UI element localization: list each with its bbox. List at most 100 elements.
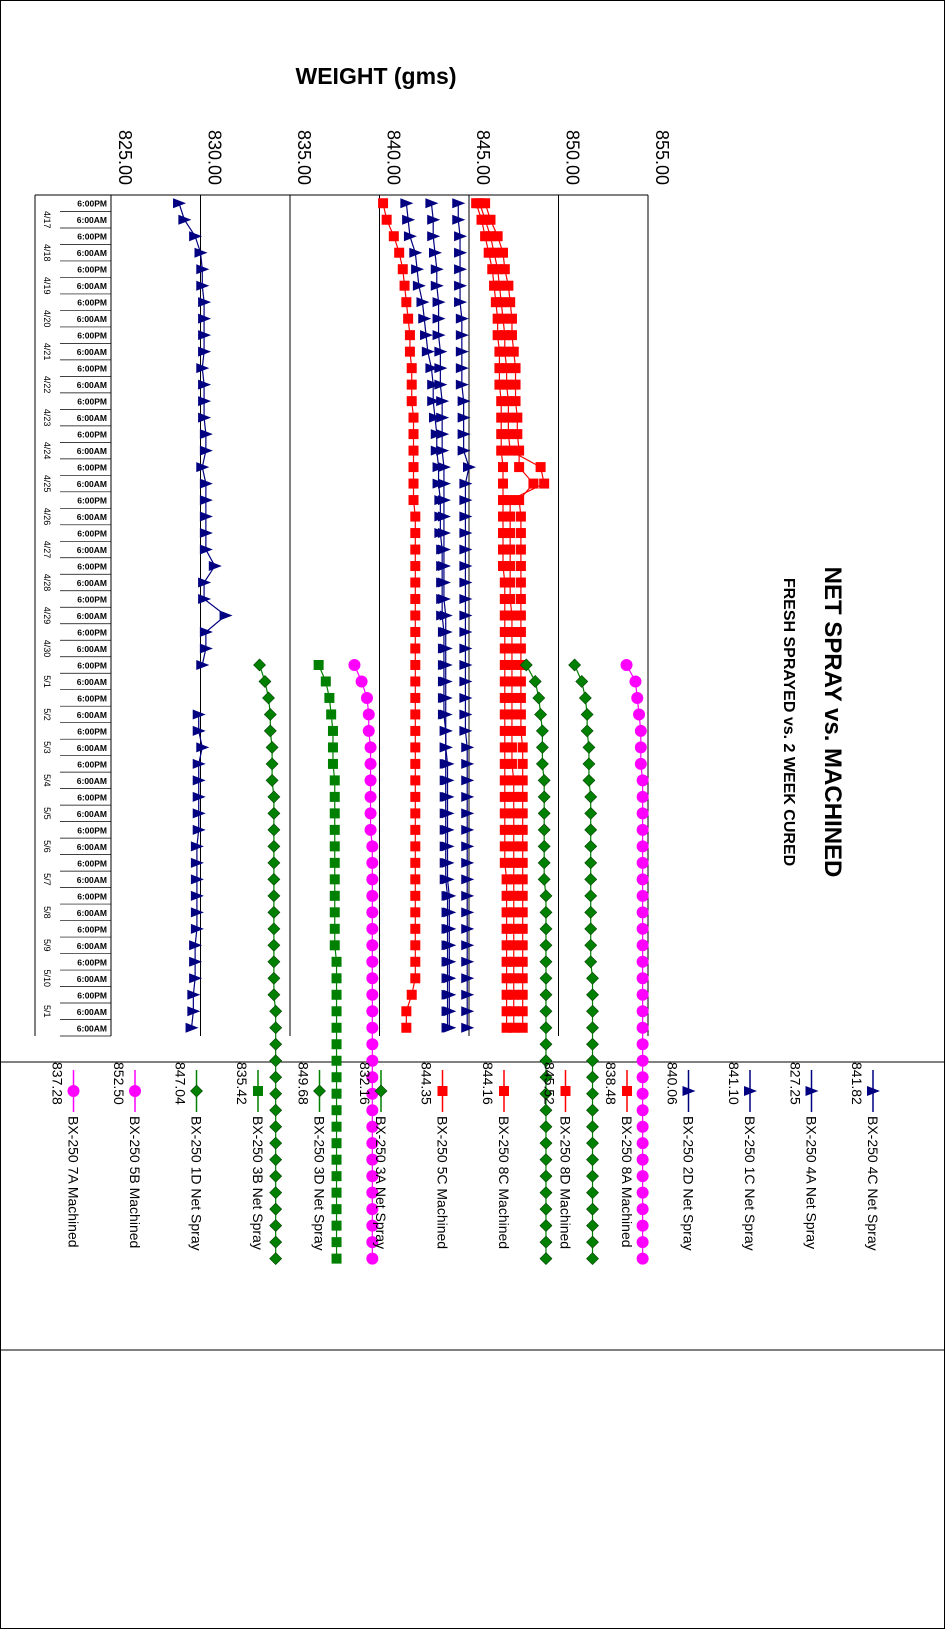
data-point xyxy=(485,214,496,225)
data-point xyxy=(439,725,453,736)
data-point xyxy=(636,1153,649,1166)
time-slot-label: 6:00PM xyxy=(77,924,107,934)
data-point xyxy=(517,923,528,934)
data-point xyxy=(329,808,340,819)
data-point xyxy=(517,940,528,951)
data-point xyxy=(496,412,507,423)
data-point xyxy=(428,247,442,258)
data-point xyxy=(459,643,473,654)
time-slot-label: 6:00AM xyxy=(77,380,107,390)
data-point xyxy=(505,297,516,308)
data-point xyxy=(355,675,368,688)
data-point xyxy=(501,890,512,901)
data-point xyxy=(584,955,598,969)
data-point xyxy=(508,973,519,984)
data-point xyxy=(331,956,342,967)
data-point xyxy=(498,495,509,506)
data-point xyxy=(402,214,416,225)
data-point xyxy=(535,740,549,754)
data-point xyxy=(436,396,450,407)
data-point xyxy=(636,1071,649,1084)
data-point xyxy=(636,774,649,787)
data-point xyxy=(539,922,553,936)
data-point xyxy=(539,1136,553,1150)
data-point xyxy=(198,412,212,423)
data-point xyxy=(192,758,206,769)
data-point xyxy=(517,1022,528,1033)
time-slot-label: 6:00AM xyxy=(77,1007,107,1017)
data-point xyxy=(198,379,212,390)
data-point xyxy=(441,841,455,852)
data-point xyxy=(528,675,542,688)
data-point xyxy=(508,956,519,967)
data-point xyxy=(461,742,475,753)
data-point xyxy=(408,495,419,506)
data-point xyxy=(487,264,498,275)
data-point xyxy=(636,790,649,803)
data-point xyxy=(517,874,528,885)
time-slot-label: 6:00PM xyxy=(77,265,107,275)
data-point xyxy=(329,857,340,868)
data-point xyxy=(636,955,649,968)
time-slot-label: 6:00PM xyxy=(77,660,107,670)
time-slot-label: 6:00PM xyxy=(77,627,107,637)
data-point xyxy=(418,313,432,324)
time-slot-label: 6:00PM xyxy=(77,957,107,967)
data-point xyxy=(515,725,526,736)
data-point xyxy=(196,462,210,473)
data-point xyxy=(537,790,551,804)
series-8 xyxy=(253,658,283,1266)
data-point xyxy=(584,938,598,952)
data-point xyxy=(439,626,453,637)
data-point xyxy=(586,1037,599,1051)
data-point xyxy=(492,231,503,242)
data-point xyxy=(498,247,509,258)
data-point xyxy=(198,577,212,588)
legend-marker xyxy=(560,1086,571,1096)
data-point xyxy=(269,1169,283,1183)
data-point xyxy=(499,709,510,720)
legend-value: 827.25 xyxy=(788,1062,804,1105)
data-point xyxy=(331,1204,342,1215)
data-point xyxy=(410,511,421,522)
data-point xyxy=(634,724,647,737)
data-point xyxy=(494,363,505,374)
data-point xyxy=(443,973,457,984)
data-point xyxy=(501,907,512,918)
data-point xyxy=(329,841,340,852)
data-point xyxy=(437,495,451,506)
data-point xyxy=(515,643,526,654)
data-point xyxy=(461,973,475,984)
data-point xyxy=(437,544,451,555)
data-point xyxy=(410,561,421,572)
data-point xyxy=(515,577,526,588)
data-point xyxy=(508,874,519,885)
data-point xyxy=(498,462,509,473)
y-axis-label: WEIGHT (gms) xyxy=(296,63,457,89)
date-label: 5/6 xyxy=(42,840,52,853)
data-point xyxy=(410,594,421,605)
data-point xyxy=(461,874,475,885)
data-point xyxy=(269,1252,283,1266)
legend-value: 841.10 xyxy=(726,1062,742,1105)
data-point xyxy=(269,1070,283,1084)
data-point xyxy=(499,577,510,588)
time-slot-label: 6:00AM xyxy=(77,908,107,918)
time-slot-label: 6:00AM xyxy=(77,710,107,720)
data-point xyxy=(269,1219,283,1233)
data-point xyxy=(269,1202,283,1216)
data-point xyxy=(410,758,421,769)
data-point xyxy=(187,1006,201,1017)
data-point xyxy=(388,231,399,242)
data-point xyxy=(586,1235,599,1249)
data-point xyxy=(416,297,430,308)
data-point xyxy=(329,791,340,802)
data-point xyxy=(408,445,419,456)
data-point xyxy=(253,658,266,672)
